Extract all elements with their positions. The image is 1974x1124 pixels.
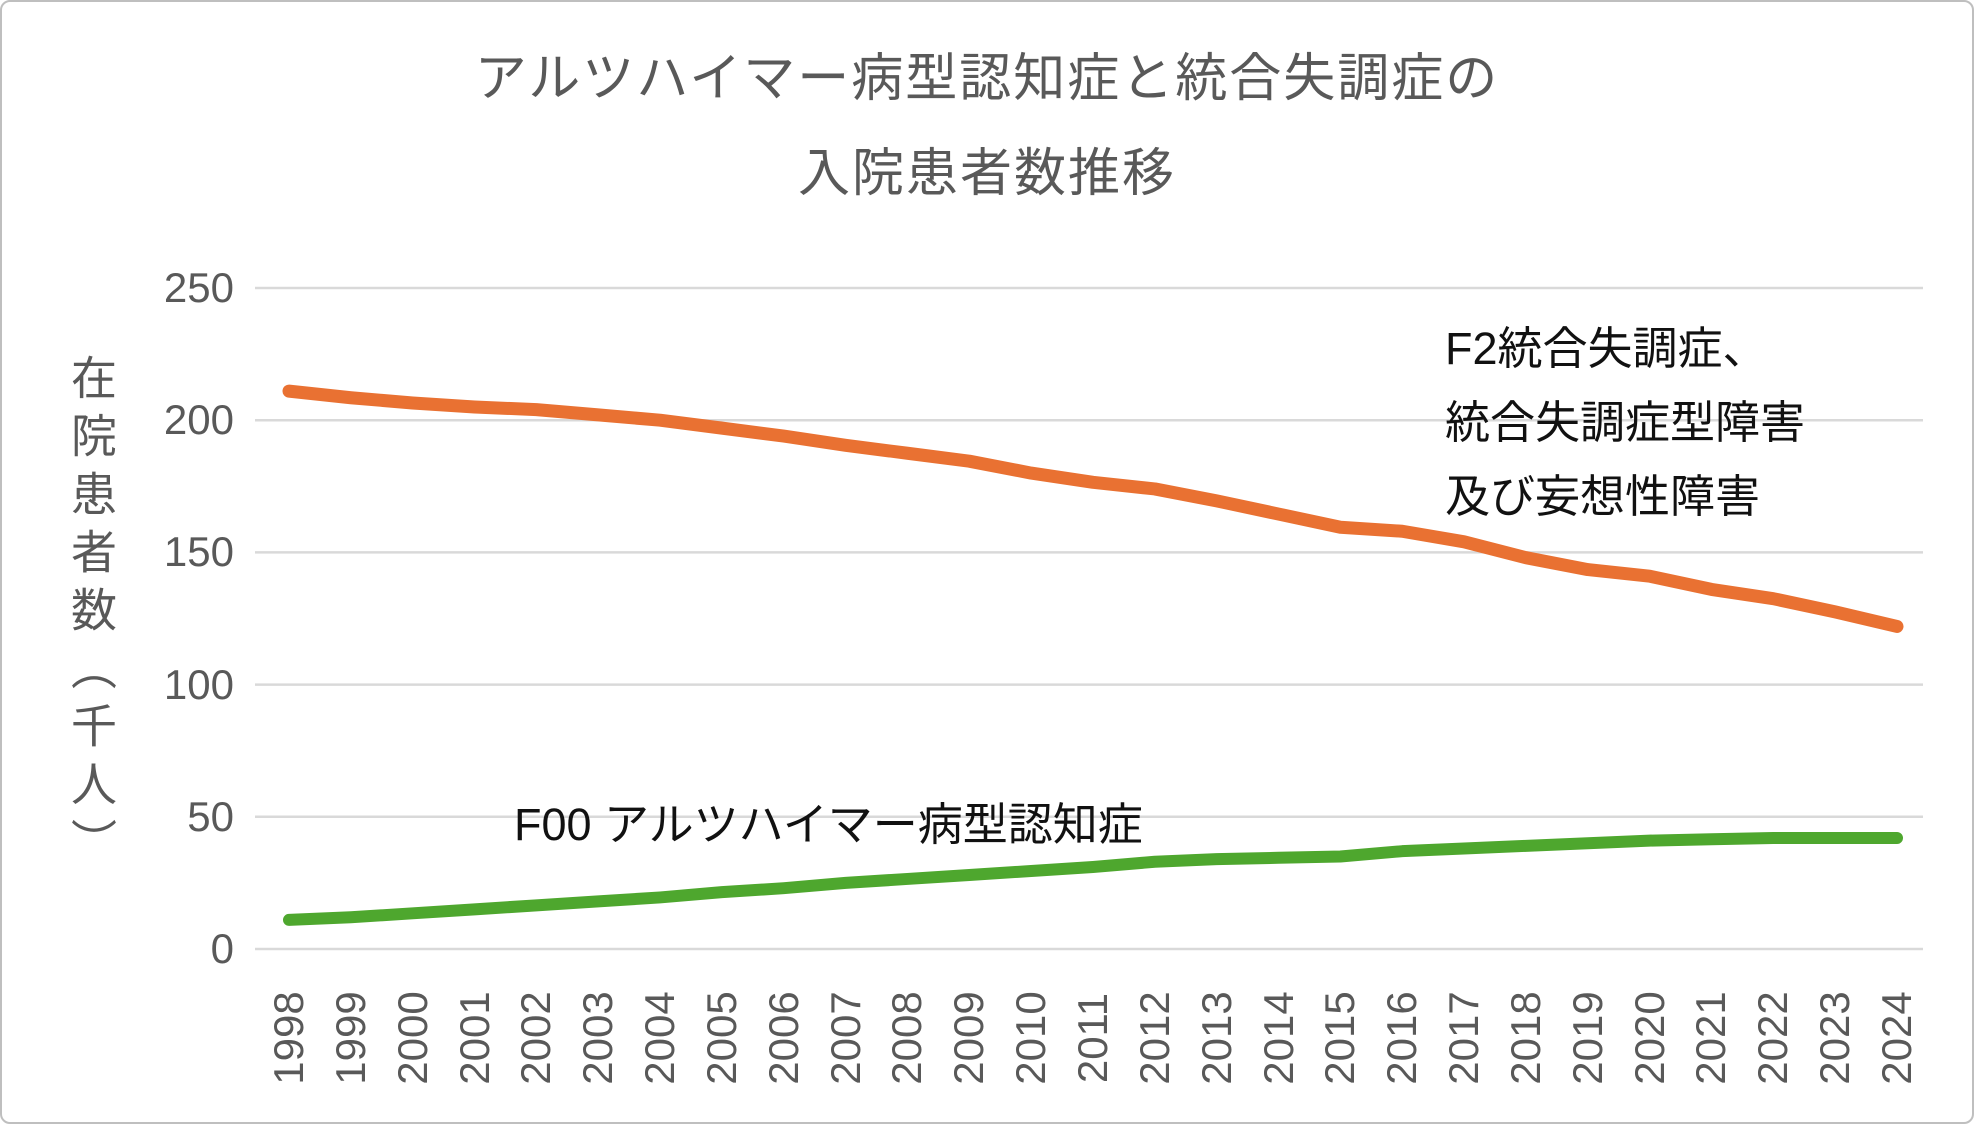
y-axis-title: 在院患者数（千人）	[65, 354, 117, 876]
y-tick-label-200: 200	[163, 396, 234, 444]
x-tick-label-2021: 2021	[1687, 991, 1735, 1085]
x-tick-label-2010: 2010	[1007, 991, 1055, 1085]
y-tick-label-100: 100	[163, 660, 234, 708]
y-tick-label-250: 250	[163, 264, 234, 311]
x-tick-label-2004: 2004	[636, 991, 684, 1085]
x-tick-label-2002: 2002	[512, 991, 560, 1085]
series-line-1	[283, 831, 1903, 926]
x-tick-label-2016: 2016	[1378, 991, 1426, 1085]
chart-title-line2: 入院患者数推移	[797, 145, 1176, 203]
series-line-0	[282, 384, 1904, 633]
x-tick-label-2013: 2013	[1192, 991, 1240, 1085]
series-label-f2-line1: F2統合失調症、	[1445, 323, 1768, 374]
series-label-f00: F00 アルツハイマー病型認知症	[514, 799, 1143, 850]
series-label-f2: F2統合失調症、 統合失調症型障害 及び妄想性障害	[1445, 312, 1805, 534]
x-tick-label-2000: 2000	[388, 991, 436, 1085]
x-tick-label-1998: 1998	[265, 991, 312, 1085]
y-tick-label-150: 150	[163, 528, 234, 576]
series-label-f2-line3: 及び妄想性障害	[1445, 471, 1761, 522]
x-tick-label-2022: 2022	[1749, 991, 1797, 1085]
x-tick-label-2006: 2006	[759, 991, 807, 1085]
chart-title-line1: アルツハイマー病型認知症と統合失調症の	[474, 50, 1500, 108]
x-tick-label-2005: 2005	[697, 991, 745, 1085]
x-tick-label-2003: 2003	[574, 991, 622, 1085]
chart-title: アルツハイマー病型認知症と統合失調症の 入院患者数推移	[2, 32, 1972, 222]
x-tick-label-2014: 2014	[1254, 991, 1302, 1085]
x-tick-label-2020: 2020	[1625, 991, 1673, 1085]
x-tick-label-2018: 2018	[1501, 991, 1549, 1085]
x-tick-label-2007: 2007	[821, 991, 869, 1085]
x-tick-label-2001: 2001	[450, 991, 498, 1085]
x-tick-label-1999: 1999	[326, 991, 374, 1085]
x-tick-label-2015: 2015	[1316, 991, 1364, 1085]
x-tick-label-2011: 2011	[1069, 992, 1116, 1084]
x-tick-label-2009: 2009	[945, 991, 993, 1085]
x-tick-label-2008: 2008	[883, 991, 931, 1085]
x-tick-label-2023: 2023	[1811, 991, 1859, 1085]
y-tick-label-50: 50	[187, 792, 234, 840]
x-tick-label-2019: 2019	[1563, 991, 1611, 1085]
x-tick-label-2012: 2012	[1130, 991, 1178, 1085]
x-tick-label-2024: 2024	[1873, 991, 1920, 1085]
y-tick-label-0: 0	[210, 925, 234, 972]
series-label-f2-line2: 統合失調症型障害	[1445, 397, 1806, 448]
x-tick-label-2017: 2017	[1440, 991, 1488, 1085]
